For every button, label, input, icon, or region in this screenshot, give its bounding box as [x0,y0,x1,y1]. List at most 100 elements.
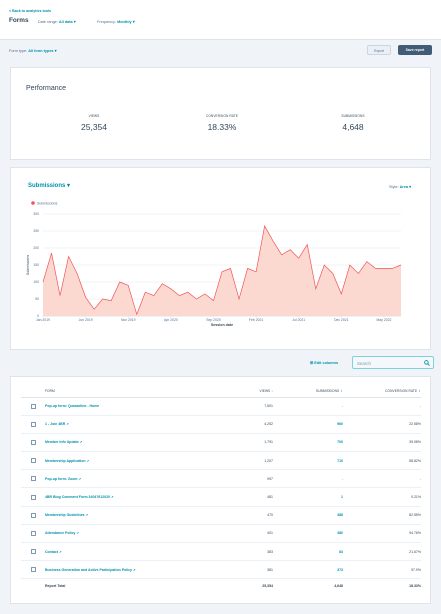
form-name-link[interactable]: Attendance Policy [45,531,76,536]
row-checkbox-cell [21,433,45,453]
form-name-cell[interactable]: Business Generation and Active Participa… [45,560,220,580]
form-name-cell[interactable]: 1 - Join 4BR↗ [45,415,220,434]
form-name-cell[interactable]: Membership Guidelines↗ [45,506,220,525]
row-checkbox[interactable] [30,421,36,427]
frequency-filter[interactable]: Frequency: Monthly ▾ [97,19,135,24]
date-range-filter[interactable]: Date range: All data ▾ [38,19,76,24]
table-row: Pop-up form: Quarantine - Home 7,501- - [21,397,421,416]
style-value[interactable]: Area [399,185,409,189]
header-submissions[interactable]: SUBMISSIONS ⇕ [273,385,343,398]
form-name-link[interactable]: 4BR Blog Comment Form 34047612020 [45,495,110,500]
external-link-icon[interactable]: ↗ [133,567,136,572]
row-checkbox-cell [21,487,45,507]
header-views[interactable]: VIEWS ↓ [220,385,273,398]
x-tick-label: Jul 2021 [292,318,305,322]
row-checkbox[interactable] [30,439,36,445]
submissions-cell[interactable]: 710 [273,451,343,471]
header-form[interactable]: FORM [45,385,220,398]
form-name-cell[interactable]: Member Info Update↗ [45,433,220,453]
conversion-rate-cell: 58.82% [343,451,421,471]
form-name-link[interactable]: Member Info Update [45,440,79,445]
save-report-button[interactable]: Save report [398,45,432,55]
form-type-filter[interactable]: Form type: All form types ▾ [9,48,57,53]
y-tick-label: 50 [35,297,39,301]
external-link-icon[interactable]: ↗ [86,458,90,463]
external-link-icon[interactable]: ↗ [76,531,80,536]
row-checkbox[interactable] [30,530,36,536]
x-axis-title: Session date [211,323,233,327]
date-range-value[interactable]: All data [58,20,73,24]
form-name-link[interactable]: 1 - Join 4BR [45,422,66,427]
row-checkbox[interactable] [30,512,36,518]
form-name-cell[interactable]: Attendance Policy↗ [45,524,220,544]
kpi-value: 25,354 [81,122,107,132]
submissions-cell[interactable]: 700 [273,433,343,453]
submissions-cell[interactable]: 388 [273,506,343,525]
columns-icon: ⊞ [310,361,314,365]
form-name-link[interactable]: Membership Guidelines [45,513,85,518]
search-input[interactable]: Search [352,356,434,369]
views-cell: 470 [220,506,273,525]
forms-table-card: FORM VIEWS ↓ SUBMISSIONS ⇕ CONVERSION RA… [10,376,431,604]
page-title: Forms [9,17,29,24]
header-conversion-rate[interactable]: CONVERSION RATE ⇕ [343,385,421,398]
search-icon[interactable] [424,359,430,366]
submissions-cell: - [273,469,343,489]
row-checkbox[interactable] [30,458,36,464]
metric-selector[interactable]: Submissions ▾ [28,182,70,189]
external-link-icon[interactable]: ↗ [79,440,83,445]
external-link-icon[interactable]: ↗ [85,513,89,518]
edit-columns-button[interactable]: ⊞ Edit columns [310,360,338,365]
form-name-cell[interactable]: Membership Application↗ [45,451,220,471]
submissions-area [43,225,401,316]
row-checkbox[interactable] [30,476,36,482]
submissions-cell: - [273,397,343,416]
form-name-cell[interactable]: 4BR Blog Comment Form 34047612020↗ [45,487,220,507]
external-link-icon[interactable]: ↗ [66,422,69,427]
style-selector[interactable]: Style: Area ▾ [389,184,411,189]
form-name-link[interactable]: Contact [45,549,59,554]
metric-value[interactable]: Submissions [28,183,66,189]
row-checkbox[interactable] [30,549,36,555]
form-name-link[interactable]: Pop-up form: Zoom [45,476,78,481]
back-to-analytics-link[interactable]: < Back to analytics tools [9,9,52,13]
table-row: Business Generation and Active Participa… [21,560,421,580]
y-axis-title: Submissions [26,255,30,276]
row-checkbox-cell [21,469,45,489]
submissions-cell[interactable]: 83 [273,542,343,562]
form-name-link[interactable]: Business Generation and Active Participa… [45,567,133,572]
chevron-down-icon: ▾ [67,183,71,189]
y-tick-label: 200 [33,246,39,250]
submissions-cell[interactable]: 380 [273,524,343,544]
form-name-link[interactable]: Pop-up form: Quarantine - Home [45,404,100,409]
kpi-label: VIEWS [88,114,100,118]
form-type-value[interactable]: All form types [28,49,54,53]
row-checkbox-cell [21,397,45,416]
conversion-rate-cell: 22.58% [343,415,421,434]
table-row: Contact↗ 383 83 21.67% [21,542,421,562]
form-name-cell[interactable]: Pop-up form: Quarantine - Home [45,397,220,416]
submissions-cell[interactable]: 373 [273,560,343,580]
form-name-link[interactable]: Membership Application [45,458,86,463]
external-link-icon[interactable]: ↗ [59,549,62,554]
table-row: Member Info Update↗ 1,791 700 39.08% [21,433,421,453]
submissions-cell[interactable]: 960 [273,415,343,434]
kpi-views: VIEWS 25,354 [49,114,139,132]
total-views: 25,354 [262,584,273,589]
row-checkbox[interactable] [30,494,36,500]
external-link-icon[interactable]: ↗ [78,476,82,481]
conversion-rate-cell: 82.55% [343,506,421,525]
submissions-cell[interactable]: 1 [273,487,343,507]
views-cell: 481 [220,487,273,507]
form-name-cell[interactable]: Pop-up form: Zoom↗ [45,469,220,489]
form-name-cell[interactable]: Contact↗ [45,542,220,562]
x-tick-label: Jun 2019 [79,318,93,322]
row-checkbox[interactable] [30,567,36,573]
row-checkbox[interactable] [30,403,36,409]
frequency-value[interactable]: Monthly [117,20,132,24]
sort-icon: ⇕ [418,388,421,393]
conversion-rate-cell: - [343,397,421,416]
date-range-label: Date range: [38,20,58,24]
export-button[interactable]: Export [367,45,391,55]
external-link-icon[interactable]: ↗ [110,495,114,500]
